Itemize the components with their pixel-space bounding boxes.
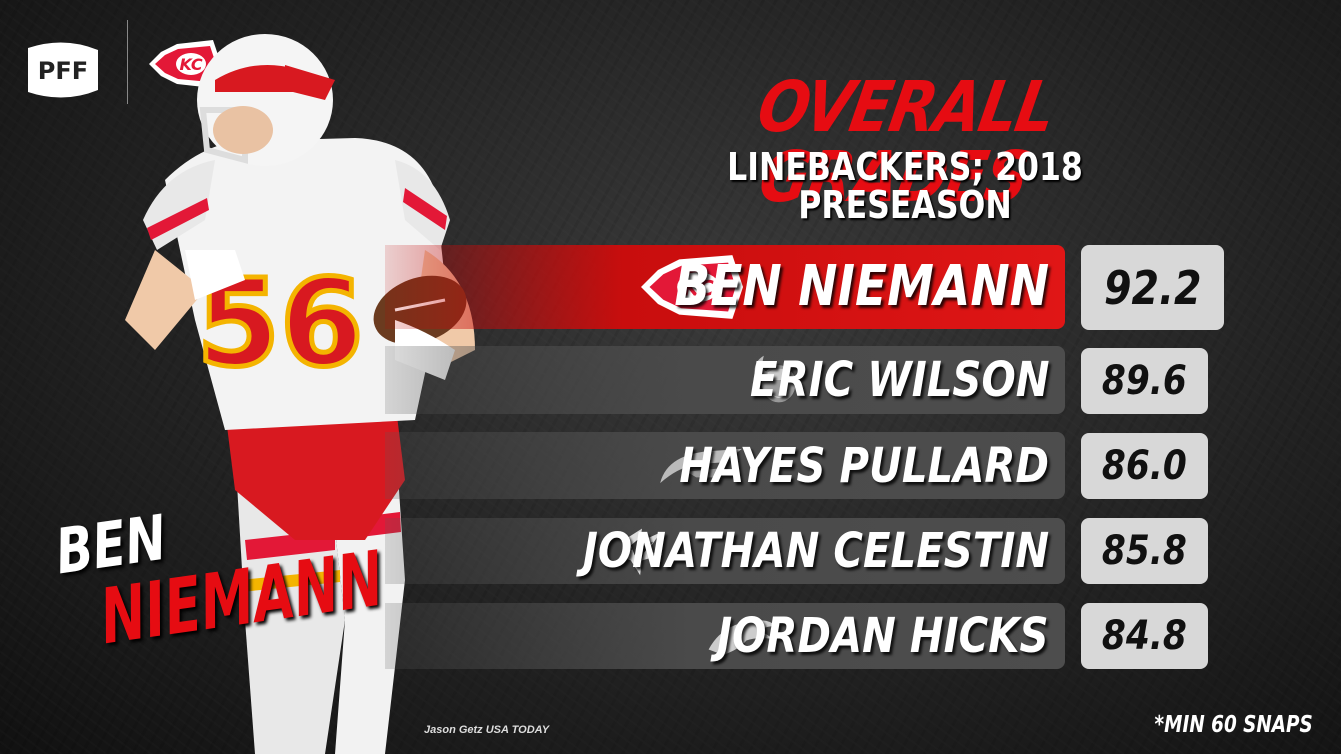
falcons-logo-icon [619,528,663,576]
grade-value-box: 85.8 [1081,518,1208,584]
name-bar [385,432,1065,499]
player-name: HAYES PULLARD [679,437,1049,494]
grade-value: 92.2 [1103,260,1202,315]
eagles-logo-icon [708,620,776,655]
chargers-logo-icon [660,448,742,483]
grade-row: KC BEN NIEMANN [385,245,1065,329]
name-bar [385,518,1065,584]
grade-value-box: 92.2 [1081,245,1224,330]
player-name: JORDAN HICKS [717,608,1049,664]
kc-logo-text: KC [179,55,202,74]
svg-text:KC: KC [683,277,714,302]
logo-divider [127,20,128,104]
grade-value-box: 89.6 [1081,348,1208,414]
vikings-logo-icon [754,355,796,403]
grade-value-box: 84.8 [1081,603,1208,669]
footnote: *MIN 60 SNAPS [1154,712,1313,738]
grade-row: JORDAN HICKS [385,603,1065,669]
grade-row: JONATHAN CELESTIN [385,518,1065,584]
grade-value: 85.8 [1102,528,1187,574]
grade-row: HAYES PULLARD [385,432,1065,499]
photo-credit: Jason Getz USA TODAY [424,724,550,736]
grade-value: 84.8 [1102,613,1187,659]
grade-row: ERIC WILSON [385,346,1065,414]
player-name: JONATHAN CELESTIN [582,523,1049,579]
jersey-number: 56 [197,255,364,394]
pff-logo: PFF [28,42,98,98]
player-name: BEN NIEMANN [674,254,1049,319]
grade-value: 86.0 [1102,443,1187,489]
page-subtitle: LINEBACKERS; 2018 PRESEASON [727,145,1083,227]
grade-value-box: 86.0 [1081,433,1208,499]
name-bar [385,346,1065,414]
chiefs-logo-icon: KC [641,255,743,319]
player-name: ERIC WILSON [749,352,1049,408]
pff-logo-text: PFF [38,57,88,85]
grade-value: 89.6 [1102,358,1187,404]
